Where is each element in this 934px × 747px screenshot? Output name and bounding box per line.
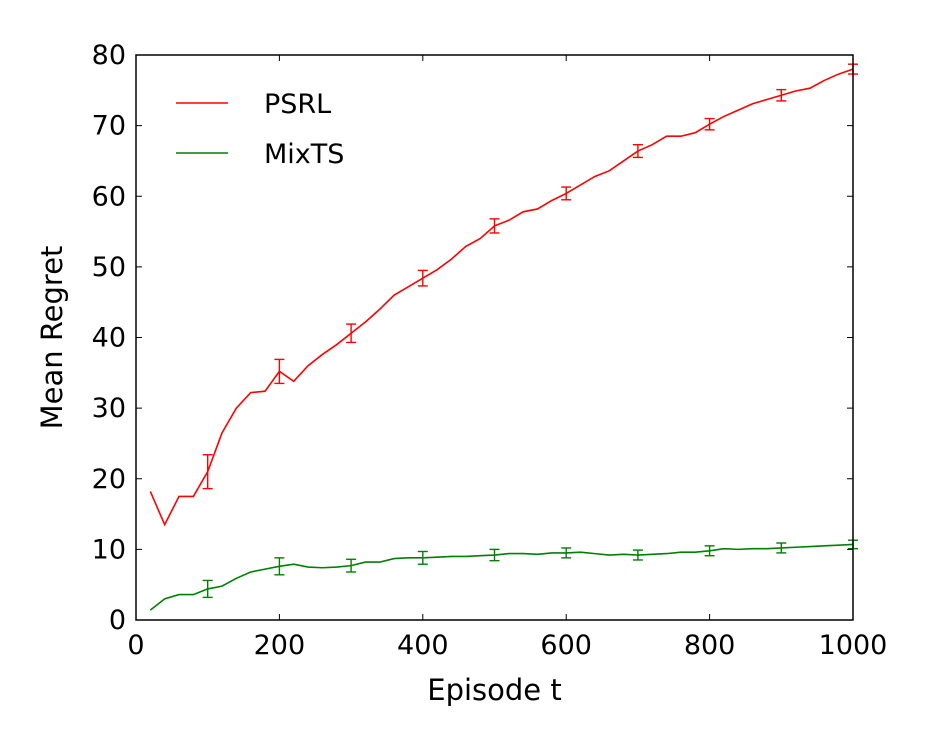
legend-item-mixts: MixTS (176, 139, 344, 170)
error-bar-mixts (704, 545, 715, 557)
x-axis-label: Episode t (427, 673, 561, 707)
error-bar-mixts (561, 547, 572, 559)
y-tick-label: 50 (92, 252, 126, 283)
y-tick-label: 20 (92, 464, 126, 495)
y-tick-label: 60 (92, 181, 126, 212)
error-bar-psrl (489, 218, 500, 234)
x-tick-label: 0 (127, 630, 144, 661)
series-layer (149, 63, 858, 611)
x-tick-label: 1000 (819, 630, 888, 661)
ticks-layer: 0 200 400 600 800 1000 0 10 20 30 40 50 60 70 80 (92, 40, 888, 661)
error-bar-psrl (632, 143, 643, 159)
legend: PSRL MixTS (176, 89, 344, 170)
series-line-psrl (149, 68, 854, 527)
legend-label: MixTS (264, 139, 344, 170)
x-tick-label: 600 (540, 630, 592, 661)
error-bar-psrl (346, 323, 357, 344)
y-tick-label: 0 (109, 605, 126, 636)
y-tick-label: 10 (92, 534, 126, 565)
x-tick-label: 800 (684, 630, 736, 661)
x-tick-label: 200 (254, 630, 306, 661)
error-bar-mixts (274, 557, 285, 576)
error-bar-psrl (202, 454, 213, 490)
x-tick-label: 400 (397, 630, 449, 661)
error-bar-psrl (274, 358, 285, 385)
error-bar-mixts (489, 548, 500, 562)
error-bar-mixts (202, 579, 213, 599)
y-tick-label: 70 (92, 111, 126, 142)
legend-item-psrl: PSRL (176, 89, 331, 120)
y-tick-label: 30 (92, 393, 126, 424)
error-bar-mixts (776, 542, 787, 554)
y-axis-label: Mean Regret (35, 246, 69, 430)
y-tick-label: 40 (92, 323, 126, 354)
error-bar-psrl (704, 117, 715, 131)
error-bar-psrl (561, 186, 572, 201)
legend-label: PSRL (264, 89, 331, 120)
error-bar-psrl (417, 269, 428, 287)
error-bar-mixts (632, 549, 643, 561)
series-line-mixts (149, 543, 854, 611)
error-bar-psrl (776, 88, 787, 102)
error-bar-mixts (417, 550, 428, 565)
y-tick-label: 80 (92, 40, 126, 71)
error-bar-mixts (346, 558, 357, 573)
